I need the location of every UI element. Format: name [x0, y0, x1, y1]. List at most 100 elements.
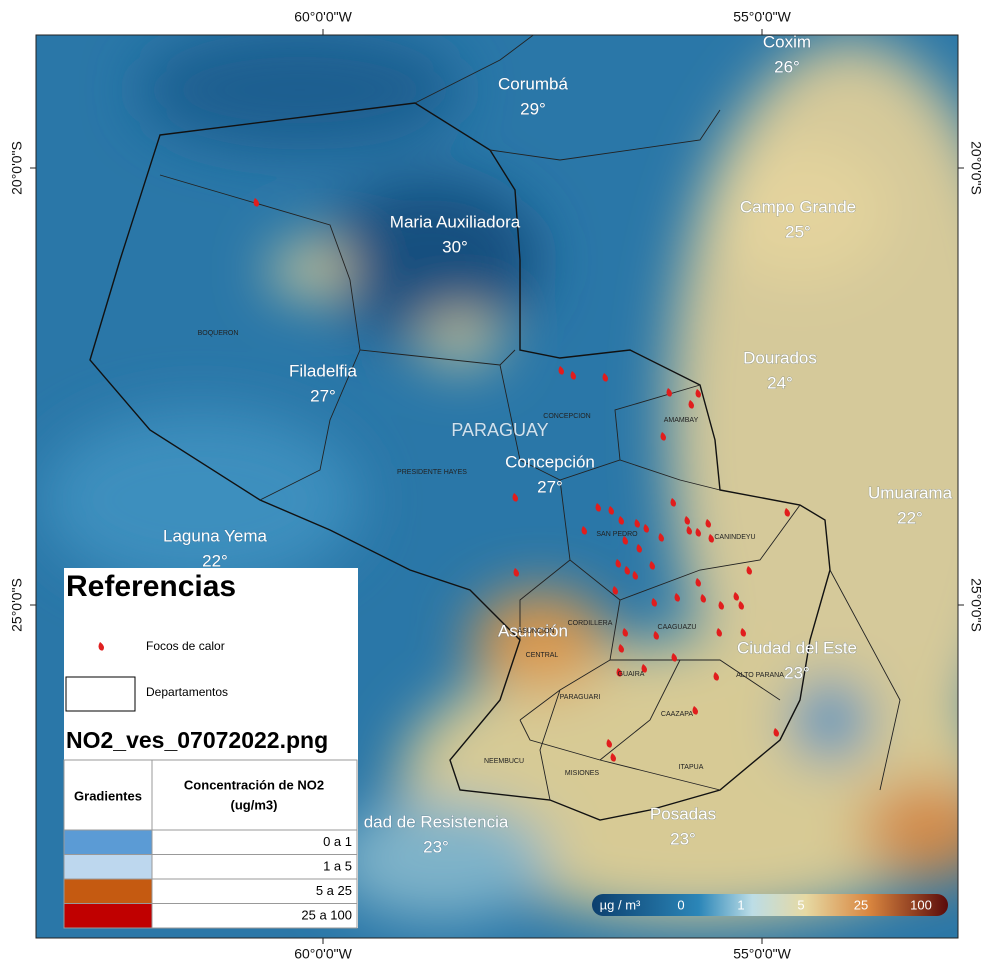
- fire-point: [692, 706, 698, 715]
- department-label: CAAZAPA: [661, 711, 693, 718]
- colorbar-label: 100: [910, 897, 932, 912]
- fire-point: [651, 598, 657, 607]
- coord-label: 60°0'0"W: [294, 9, 352, 25]
- fire-point: [649, 561, 655, 570]
- fire-point: [624, 566, 630, 575]
- fire-point: [570, 371, 576, 380]
- department-label: SAN PEDRO: [596, 531, 638, 538]
- fire-point: [660, 432, 666, 441]
- fire-point: [688, 400, 694, 409]
- fire-point: [612, 586, 618, 595]
- fire-point: [740, 628, 746, 637]
- fire-point: [581, 526, 587, 535]
- department-label: BOQUERON: [198, 330, 239, 337]
- fire-point: [700, 594, 706, 603]
- table-row-label: 5 a 25: [316, 883, 352, 898]
- fire-point: [610, 753, 616, 762]
- city-temp: 23°: [784, 663, 810, 682]
- legend-title: Referencias: [66, 570, 236, 603]
- fire-point: [708, 534, 714, 543]
- colorbar-label: 5: [797, 897, 804, 912]
- country-label: PARAGUAY: [451, 420, 548, 440]
- coord-label: 20°0'0"S: [968, 141, 984, 195]
- table-row-label: 25 a 100: [301, 907, 352, 922]
- map-frame: [35, 34, 959, 939]
- city-name: Corumbá: [498, 74, 568, 93]
- fire-points: [253, 198, 790, 762]
- fire-point: [512, 493, 518, 502]
- fire-point: [618, 644, 624, 653]
- table-row-label: 0 a 1: [323, 834, 352, 849]
- department-label: CANINDEYU: [714, 534, 755, 541]
- department-label: MISIONES: [565, 770, 600, 777]
- fire-point: [695, 578, 701, 587]
- city-temp: 25°: [785, 222, 811, 241]
- coord-label: 20°0'0"S: [9, 141, 25, 195]
- city-name: Maria Auxiliadora: [390, 212, 521, 231]
- department-label: PRESIDENTE HAYES: [397, 469, 467, 476]
- department-label: CENTRAL: [526, 652, 559, 659]
- fire-point: [713, 672, 719, 681]
- table-header: (ug/m3): [231, 797, 278, 812]
- city-temp: 27°: [310, 386, 336, 405]
- fire-point: [718, 601, 724, 610]
- fire-point: [641, 664, 647, 673]
- fire-point: [666, 388, 672, 397]
- coord-label: 25°0'0"S: [968, 578, 984, 632]
- fire-point: [733, 592, 739, 601]
- city-temp: 24°: [767, 373, 793, 392]
- gradient-swatch: [63, 878, 153, 904]
- fire-point: [622, 628, 628, 637]
- fire-point: [670, 498, 676, 507]
- department-label: ALTO PARANA: [736, 672, 784, 679]
- city-temp: 29°: [520, 99, 546, 118]
- fire-point: [513, 568, 519, 577]
- table-cell: [151, 878, 358, 904]
- legend-item: Focos de calor: [146, 639, 225, 653]
- coord-label: 25°0'0"S: [9, 578, 25, 632]
- colorbar-unit: µg / m³: [600, 897, 641, 912]
- fire-point: [643, 524, 649, 533]
- fire-icon: [98, 642, 104, 651]
- table-header: Gradientes: [74, 788, 142, 803]
- department-label: GUAIRA: [618, 671, 645, 678]
- gradient-swatch: [63, 829, 153, 855]
- fire-point: [695, 389, 701, 398]
- fire-point: [608, 506, 614, 515]
- coord-label: 55°0'0"W: [733, 946, 791, 962]
- fire-point: [595, 503, 601, 512]
- city-name: dad de Resistencia: [364, 812, 509, 831]
- fire-point: [253, 198, 259, 207]
- department-label: PARAGUARI: [560, 694, 601, 701]
- city-name: Campo Grande: [740, 197, 856, 216]
- table-header: Concentración de NO2: [184, 777, 324, 792]
- city-temp: 30°: [442, 237, 468, 256]
- fire-point: [705, 519, 711, 528]
- fire-point: [684, 516, 690, 525]
- fire-point: [618, 516, 624, 525]
- fire-point: [622, 536, 628, 545]
- city-name: Dourados: [743, 348, 817, 367]
- fire-point: [558, 366, 564, 375]
- colorbar: µg / m³ 0 1 5 25 100: [592, 894, 948, 916]
- city-name: Umuarama: [868, 483, 953, 502]
- city-temp: 22°: [202, 551, 228, 570]
- country-border: [89, 102, 831, 821]
- fire-point: [674, 593, 680, 602]
- fire-point: [716, 628, 722, 637]
- department-label: AMAMBAY: [664, 417, 699, 424]
- city-temp: 23°: [670, 829, 696, 848]
- city-temp: 27°: [537, 477, 563, 496]
- map: Corumbá 29° Coxim 26° Maria Auxiliadora 30° Ca…: [36, 35, 958, 938]
- fire-point: [746, 566, 752, 575]
- fire-point: [615, 559, 621, 568]
- legend-item: Departamentos: [146, 685, 228, 699]
- table-cell: [151, 903, 358, 929]
- department-label: ASUNCION: [518, 628, 555, 635]
- department-label: CONCEPCION: [543, 413, 590, 420]
- coordinates: 60°0'0"W 55°0'0"W 60°0'0"W 55°0'0"W 20°0'0"S…: [9, 9, 985, 962]
- department-label: CORDILLERA: [568, 620, 613, 627]
- fire-point: [606, 739, 612, 748]
- fire-point: [686, 526, 692, 535]
